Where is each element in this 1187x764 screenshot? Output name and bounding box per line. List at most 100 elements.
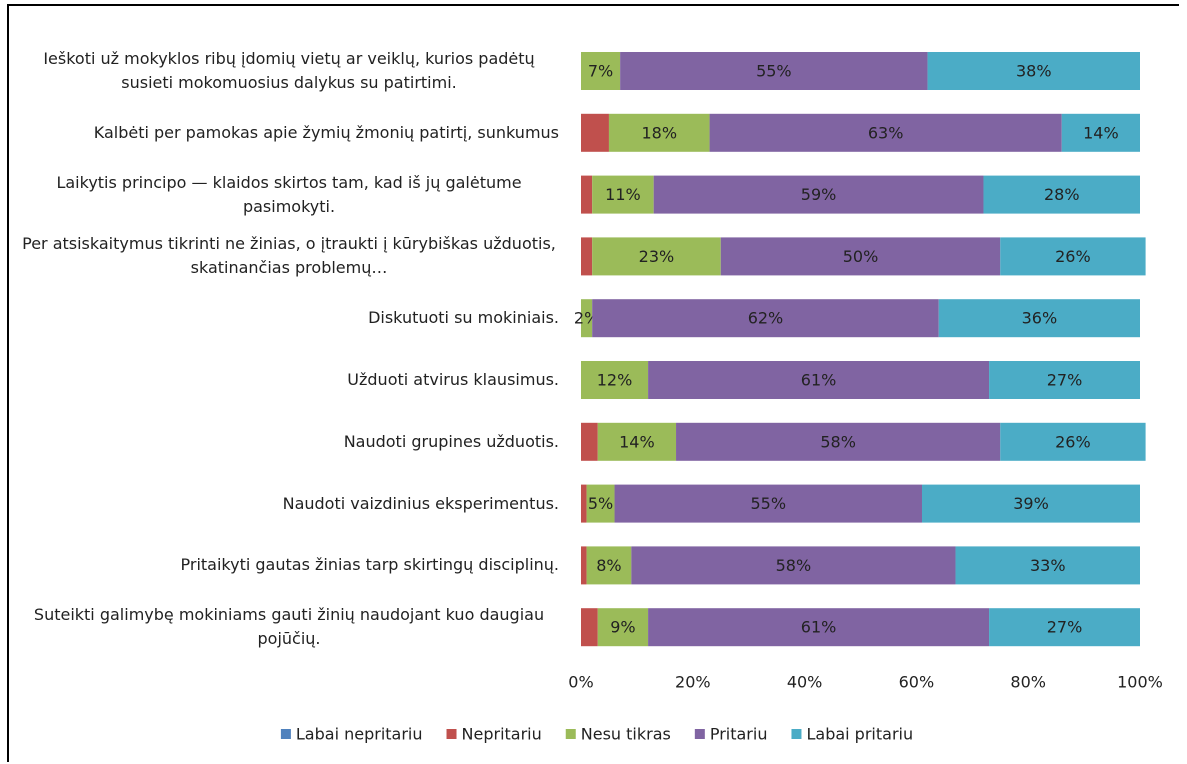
data-label: 26% bbox=[1055, 247, 1091, 266]
data-label: 33% bbox=[1030, 556, 1066, 575]
bar-segment bbox=[648, 608, 990, 647]
bar-segment bbox=[581, 299, 593, 338]
data-label: 18% bbox=[641, 123, 677, 142]
category-label-box: Naudoti grupines užduotis. bbox=[0, 414, 559, 470]
bar-segment bbox=[581, 484, 587, 523]
data-label: 59% bbox=[801, 185, 837, 204]
bar-segment bbox=[597, 608, 649, 647]
bar-segment bbox=[983, 175, 1140, 214]
bar-segment bbox=[592, 299, 939, 338]
data-label: 61% bbox=[801, 371, 837, 390]
legend-swatch bbox=[280, 729, 291, 739]
data-label: 50% bbox=[843, 247, 879, 266]
bar-segment bbox=[1000, 237, 1146, 276]
legend-item: Labai pritariu bbox=[791, 725, 913, 744]
category-label-box: Užduoti atvirus klausimus. bbox=[0, 352, 559, 408]
data-label: 27% bbox=[1047, 371, 1083, 390]
bar-segment bbox=[955, 546, 1140, 585]
category-label-box: Ieškoti už mokyklos ribų įdomių vietų ar… bbox=[0, 43, 559, 99]
bar-segment bbox=[586, 546, 632, 585]
category-label-box: Suteikti galimybę mokiniams gauti žinių … bbox=[0, 599, 559, 655]
bar-segment bbox=[709, 113, 1062, 152]
chart-frame bbox=[7, 4, 1179, 762]
bar-segment bbox=[581, 175, 593, 214]
data-label: 5% bbox=[588, 494, 613, 513]
data-label: 7% bbox=[588, 62, 613, 81]
bar-segment bbox=[648, 361, 990, 399]
bar-segment bbox=[614, 484, 922, 523]
category-label: Naudoti vaizdinius eksperimentus. bbox=[282, 493, 559, 513]
data-label: 27% bbox=[1047, 618, 1083, 637]
bar-segment bbox=[581, 422, 598, 461]
data-label: 11% bbox=[605, 185, 641, 204]
category-label: Diskutuoti su mokiniais. bbox=[368, 308, 559, 328]
category-label: Kalbėti per pamokas apie žymių žmonių pa… bbox=[93, 122, 559, 142]
x-tick-label: 100% bbox=[1117, 673, 1163, 692]
bar-segment bbox=[653, 175, 984, 214]
x-tick-label: 80% bbox=[1010, 673, 1046, 692]
data-label: 26% bbox=[1055, 432, 1091, 451]
data-label: 55% bbox=[756, 62, 792, 81]
legend-label: Nepritariu bbox=[462, 725, 542, 744]
legend-item: Nesu tikras bbox=[565, 725, 671, 744]
bar-segment bbox=[592, 237, 721, 276]
data-label: 58% bbox=[776, 556, 812, 575]
data-label: 14% bbox=[1083, 123, 1119, 142]
x-tick-label: 0% bbox=[568, 673, 593, 692]
data-label: 55% bbox=[750, 494, 786, 513]
data-label: 12% bbox=[597, 371, 633, 390]
bar-segment bbox=[1000, 422, 1146, 461]
category-label: Naudoti grupines užduotis. bbox=[343, 431, 559, 451]
category-label-box: Laikytis principo — klaidos skirtos tam,… bbox=[0, 167, 559, 223]
legend-label: Pritariu bbox=[710, 725, 768, 744]
bar-segment bbox=[989, 608, 1140, 647]
bar-segment bbox=[1061, 113, 1140, 152]
bar-segment bbox=[581, 546, 587, 585]
bar-segment bbox=[989, 361, 1140, 399]
legend-swatch bbox=[791, 729, 802, 739]
category-label-box: Diskutuoti su mokiniais. bbox=[0, 290, 559, 346]
data-label: 23% bbox=[639, 247, 675, 266]
data-label: 14% bbox=[619, 432, 655, 451]
data-label: 28% bbox=[1044, 185, 1080, 204]
legend-label: Nesu tikras bbox=[581, 725, 671, 744]
category-label: Užduoti atvirus klausimus. bbox=[347, 370, 559, 389]
category-label: Ieškoti už mokyklos ribų įdomių vietų ar… bbox=[43, 49, 535, 92]
bar-segment bbox=[581, 113, 609, 152]
bar-segment bbox=[676, 422, 1001, 461]
category-label: Suteikti galimybę mokiniams gauti žinių … bbox=[33, 605, 545, 649]
data-label: 62% bbox=[748, 309, 784, 328]
bar-segment bbox=[592, 175, 654, 214]
bar-segment bbox=[581, 361, 649, 399]
data-label: 39% bbox=[1013, 494, 1049, 513]
data-label: 9% bbox=[610, 618, 635, 637]
legend-item: Labai nepritariu bbox=[280, 725, 423, 744]
data-label: 61% bbox=[801, 618, 837, 637]
x-tick-label: 40% bbox=[787, 673, 823, 692]
bar-segment bbox=[581, 52, 621, 90]
legend-label: Labai pritariu bbox=[806, 725, 913, 744]
category-label: Laikytis principo — klaidos skirtos tam,… bbox=[56, 172, 522, 216]
legend-swatch bbox=[446, 729, 457, 739]
x-tick-label: 20% bbox=[675, 673, 711, 692]
legend-label: Labai nepritariu bbox=[296, 725, 423, 744]
category-label-box: Naudoti vaizdinius eksperimentus. bbox=[0, 476, 559, 532]
bar-segment bbox=[581, 237, 593, 276]
bar-segment bbox=[938, 299, 1140, 338]
bar-segment bbox=[720, 237, 1001, 276]
x-tick-label: 60% bbox=[899, 673, 935, 692]
bar-segment bbox=[586, 484, 615, 523]
bar-segment bbox=[620, 52, 928, 90]
bar-segment bbox=[631, 546, 956, 585]
bar-segment bbox=[597, 422, 677, 461]
data-label: 63% bbox=[868, 123, 904, 142]
data-label: 58% bbox=[820, 432, 856, 451]
category-label: Per atsiskaitymus tikrinti ne žinias, o … bbox=[22, 234, 556, 278]
data-label: 38% bbox=[1016, 62, 1052, 81]
legend-item: Pritariu bbox=[694, 725, 768, 744]
category-label-box: Kalbėti per pamokas apie žymių žmonių pa… bbox=[0, 105, 559, 161]
legend-swatch bbox=[565, 729, 576, 739]
bar-segment bbox=[608, 113, 710, 152]
